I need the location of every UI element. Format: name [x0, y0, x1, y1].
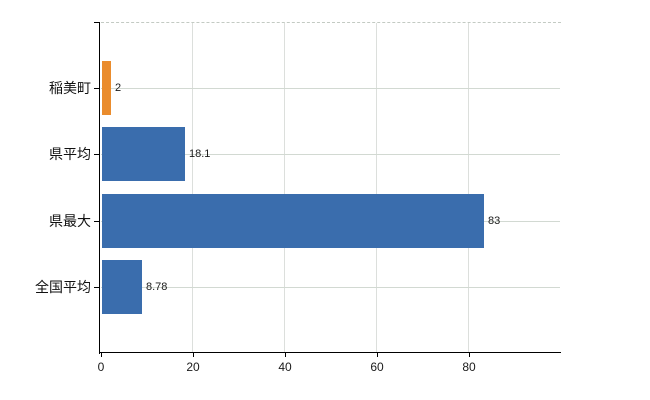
bar-value-label: 8.78 [146, 281, 168, 293]
x-axis-tick [469, 353, 470, 357]
vertical-gridline [284, 23, 285, 353]
category-label: 県最大 [49, 213, 91, 229]
x-tick-label: 60 [370, 360, 384, 374]
bar [102, 260, 142, 314]
y-axis-tick [94, 287, 100, 288]
y-axis-line [99, 22, 100, 354]
plot-top-border [101, 22, 561, 23]
x-tick-label: 0 [97, 360, 105, 374]
category-label: 稲美町 [49, 80, 91, 96]
x-axis-tick [285, 353, 286, 357]
bar-value-label: 2 [115, 82, 122, 94]
x-tick-label: 80 [462, 360, 476, 374]
x-axis-tick [377, 353, 378, 357]
bar-value-label: 18.1 [189, 148, 211, 160]
category-label: 全国平均 [35, 279, 91, 295]
horizontal-gridline [101, 287, 560, 288]
bar-value-label: 83 [488, 215, 501, 227]
vertical-gridline [468, 23, 469, 353]
x-axis-line [99, 352, 561, 353]
y-axis-top-tick [94, 22, 100, 23]
bar [102, 127, 185, 181]
y-axis-tick [94, 88, 100, 89]
x-axis-tick [101, 353, 102, 357]
x-tick-label: 20 [186, 360, 200, 374]
bar [102, 194, 484, 248]
y-axis-tick [94, 154, 100, 155]
vertical-gridline [376, 23, 377, 353]
x-axis-tick [193, 353, 194, 357]
horizontal-gridline [101, 88, 560, 89]
x-tick-label: 40 [278, 360, 292, 374]
horizontal-gridline [101, 154, 560, 155]
y-axis-tick [94, 221, 100, 222]
vertical-gridline [192, 23, 193, 353]
category-label: 県平均 [49, 146, 91, 162]
bar [102, 61, 111, 115]
